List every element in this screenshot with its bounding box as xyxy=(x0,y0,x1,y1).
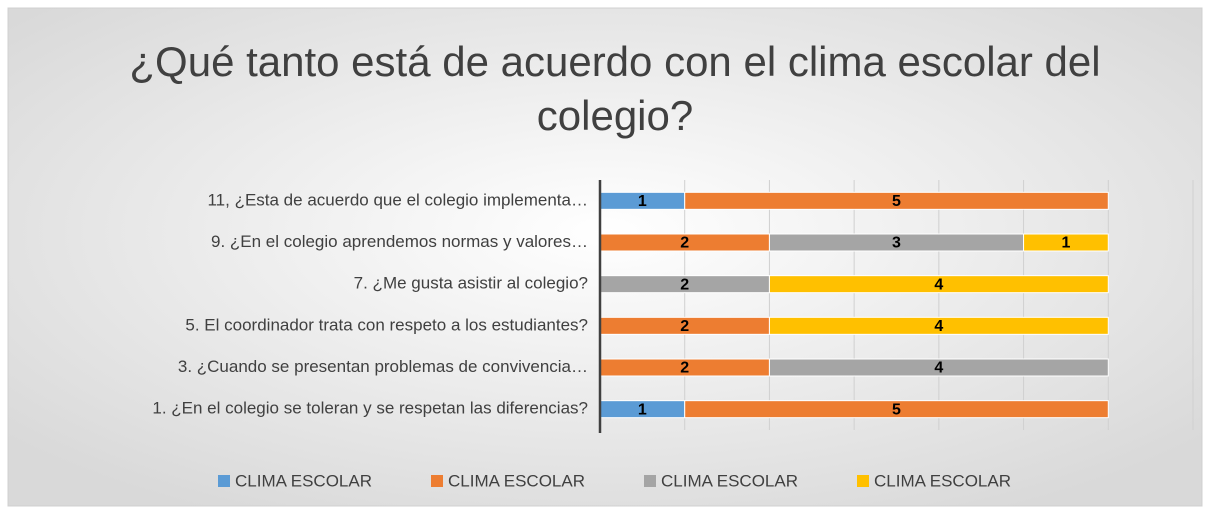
chart-background xyxy=(7,7,1203,507)
y-tick-label: 3. ¿Cuando se presentan problemas de con… xyxy=(178,357,588,376)
y-tick-label: 1. ¿En el colegio se toleran y se respet… xyxy=(152,399,588,418)
bar-segment xyxy=(768,358,1109,377)
legend-label: CLIMA ESCOLAR xyxy=(661,471,798,490)
data-label: 4 xyxy=(934,360,943,377)
legend-label: CLIMA ESCOLAR xyxy=(448,471,585,490)
legend-swatch xyxy=(857,475,869,487)
data-label: 5 xyxy=(892,401,901,418)
data-label: 1 xyxy=(1061,235,1070,252)
data-label: 3 xyxy=(892,235,901,252)
legend-swatch xyxy=(644,475,656,487)
data-label: 2 xyxy=(680,318,689,335)
bar-segment xyxy=(684,191,1109,210)
data-label: 2 xyxy=(680,276,689,293)
data-label: 1 xyxy=(638,401,647,418)
legend-label: CLIMA ESCOLAR xyxy=(235,471,372,490)
data-label: 5 xyxy=(892,193,901,210)
legend-label: CLIMA ESCOLAR xyxy=(874,471,1011,490)
y-tick-label: 9. ¿En el colegio aprendemos normas y va… xyxy=(211,232,588,251)
y-tick-label: 7. ¿Me gusta asistir al colegio? xyxy=(354,274,588,293)
data-label: 2 xyxy=(680,235,689,252)
bar-segment xyxy=(768,275,1109,294)
data-label: 1 xyxy=(638,193,647,210)
data-label: 2 xyxy=(680,360,689,377)
data-label: 4 xyxy=(934,318,943,335)
bar-segment xyxy=(684,400,1109,419)
data-label: 4 xyxy=(934,276,943,293)
y-tick-label: 5. El coordinador trata con respeto a lo… xyxy=(185,315,588,334)
legend-swatch xyxy=(431,475,443,487)
bar-segment xyxy=(1023,233,1109,252)
legend-swatch xyxy=(218,475,230,487)
y-tick-label: 11, ¿Esta de acuerdo que el colegio impl… xyxy=(207,190,588,209)
bar-segment xyxy=(768,316,1109,335)
chart-title: ¿Qué tanto está de acuerdo con el clima … xyxy=(129,38,1101,139)
